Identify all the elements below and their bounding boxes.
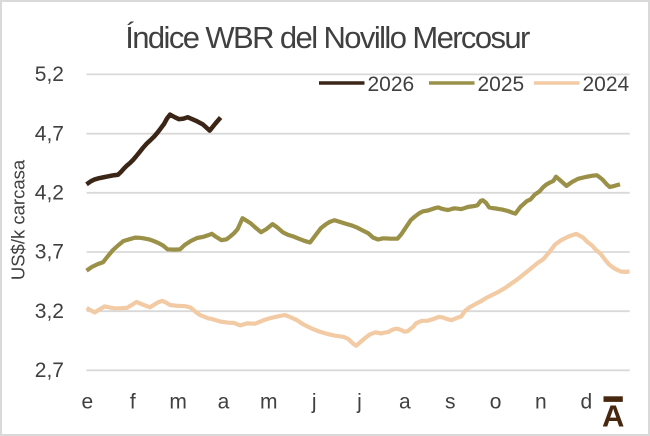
svg-text:A: A [602, 398, 624, 433]
svg-text:4,7: 4,7 [35, 122, 64, 145]
svg-text:m: m [169, 390, 187, 413]
svg-text:4,2: 4,2 [35, 181, 64, 204]
svg-text:3,7: 3,7 [35, 241, 64, 264]
svg-text:2025: 2025 [478, 73, 525, 96]
svg-text:2024: 2024 [583, 73, 630, 96]
svg-text:m: m [260, 390, 278, 413]
svg-text:o: o [490, 390, 502, 413]
svg-text:US$/k carcasa: US$/k carcasa [8, 159, 29, 280]
svg-text:2,7: 2,7 [35, 359, 64, 382]
svg-text:n: n [535, 390, 547, 413]
svg-text:3,2: 3,2 [35, 300, 64, 323]
svg-text:j: j [311, 390, 317, 413]
svg-text:2026: 2026 [368, 73, 415, 96]
svg-text:Índice WBR del Novillo Mercosu: Índice WBR del Novillo Mercosur [125, 20, 530, 55]
svg-text:a: a [218, 390, 230, 413]
svg-text:d: d [580, 390, 592, 413]
svg-text:e: e [82, 390, 94, 413]
svg-text:s: s [445, 390, 456, 413]
svg-text:f: f [130, 390, 136, 413]
svg-text:a: a [399, 390, 411, 413]
svg-text:j: j [356, 390, 362, 413]
svg-text:5,2: 5,2 [35, 63, 64, 86]
